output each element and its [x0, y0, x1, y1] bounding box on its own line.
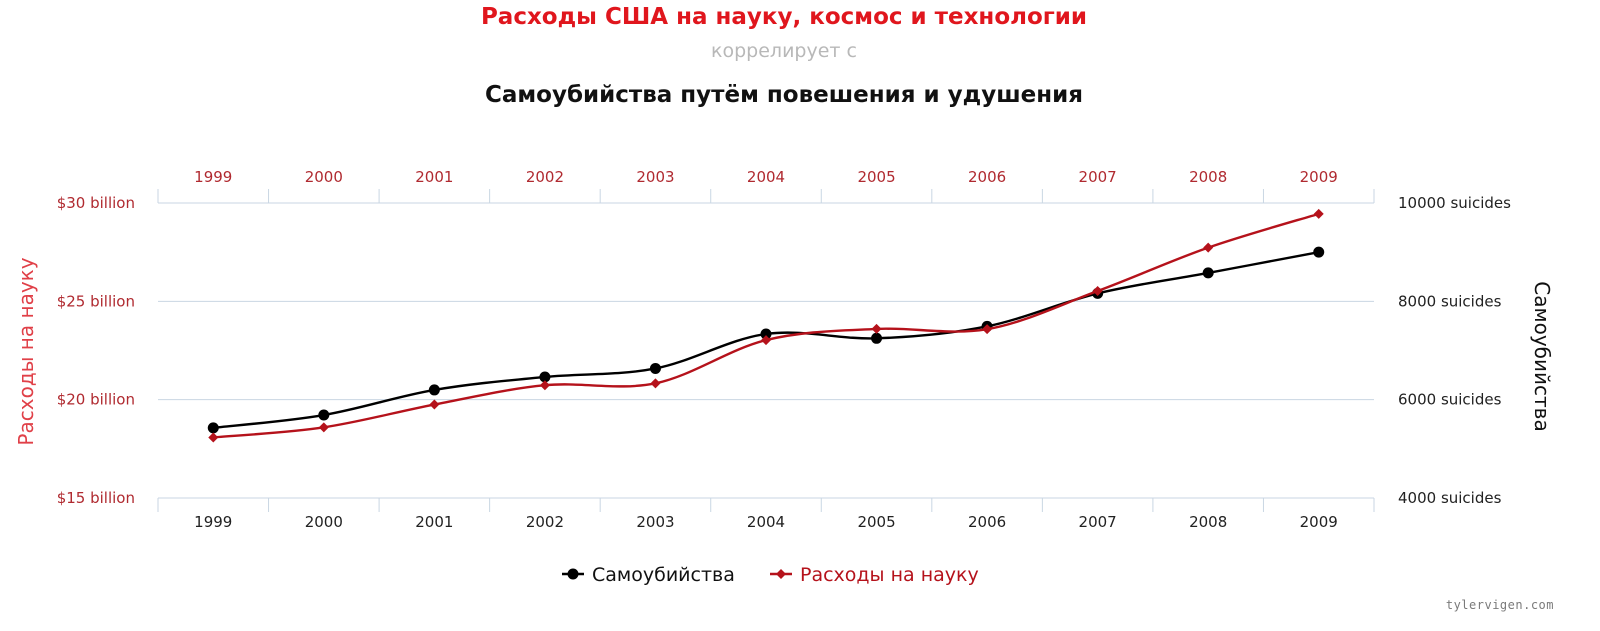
x-tick-label-top: 2009: [1300, 168, 1338, 186]
data-point-suicides: [871, 332, 883, 344]
x-tick-label-bottom: 2002: [526, 513, 564, 531]
x-tick-label-top: 2008: [1189, 168, 1227, 186]
legend-marker-suicides: [567, 568, 579, 580]
legend-label-suicides: Самоубийства: [592, 564, 735, 586]
y-right-axis-title: Самоубийства: [1530, 281, 1554, 431]
x-tick-label-bottom: 2001: [415, 513, 453, 531]
data-point-spending: [1203, 242, 1214, 253]
data-point-spending: [208, 432, 219, 443]
legend-marker-spending: [776, 569, 786, 579]
x-tick-label-bottom: 2008: [1189, 513, 1227, 531]
chart-title: Расходы США на науку, космос и технологи…: [480, 4, 1088, 30]
y-left-tick-label: $20 billion: [57, 391, 135, 409]
x-tick-label-top: 2006: [968, 168, 1006, 186]
data-point-spending: [1313, 208, 1324, 219]
y-left-axis-title: Расходы на науку: [14, 257, 38, 445]
data-point-spending: [982, 324, 993, 335]
y-left-tick-label: $25 billion: [57, 292, 135, 310]
data-point-spending: [539, 380, 550, 391]
data-point-suicides: [207, 422, 219, 434]
x-tick-label-top: 2002: [526, 168, 564, 186]
data-point-spending: [1092, 286, 1103, 297]
data-point-spending: [871, 323, 882, 334]
x-tick-label-top: 2004: [747, 168, 785, 186]
x-tick-label-bottom: 1999: [194, 513, 232, 531]
x-tick-label-top: 2005: [857, 168, 895, 186]
x-tick-label-bottom: 2006: [968, 513, 1006, 531]
x-tick-label-bottom: 2009: [1300, 513, 1338, 531]
y-right-tick-label: 4000 suicides: [1398, 489, 1502, 507]
series-line-spending: [213, 212, 1320, 439]
x-tick-label-bottom: 2003: [636, 513, 674, 531]
data-point-suicides: [649, 362, 661, 374]
y-right-tick-label: 8000 suicides: [1398, 292, 1502, 310]
watermark: tylervigen.com: [1445, 598, 1554, 612]
data-point-spending: [650, 378, 661, 389]
legend-label-spending: Расходы на науку: [800, 564, 979, 586]
data-point-spending: [761, 335, 771, 346]
data-point-suicides: [428, 384, 440, 396]
y-left-tick-label: $15 billion: [57, 489, 135, 507]
data-point-spending: [429, 399, 440, 410]
x-tick-label-top: 1999: [194, 168, 232, 186]
chart-connector-text: коррелирует с: [711, 40, 857, 62]
x-tick-label-bottom: 2000: [305, 513, 343, 531]
x-tick-label-bottom: 2007: [1079, 513, 1117, 531]
y-right-tick-label: 6000 suicides: [1398, 391, 1502, 409]
x-tick-label-bottom: 2004: [747, 513, 785, 531]
x-tick-label-bottom: 2005: [857, 513, 895, 531]
data-point-suicides: [760, 328, 772, 340]
chart-subtitle: Самоубийства путём повешения и удушения: [484, 82, 1084, 108]
y-right-tick-label: 10000 suicides: [1398, 194, 1511, 212]
y-left-tick-label: $30 billion: [57, 194, 135, 212]
x-tick-label-top: 2001: [415, 168, 453, 186]
x-tick-label-top: 2003: [636, 168, 674, 186]
data-point-suicides: [1313, 246, 1325, 258]
data-point-suicides: [539, 371, 551, 383]
data-point-suicides: [318, 409, 330, 421]
data-point-spending: [318, 422, 329, 433]
x-tick-label-top: 2007: [1079, 168, 1117, 186]
data-point-suicides: [1202, 267, 1214, 279]
x-tick-label-top: 2000: [305, 168, 343, 186]
